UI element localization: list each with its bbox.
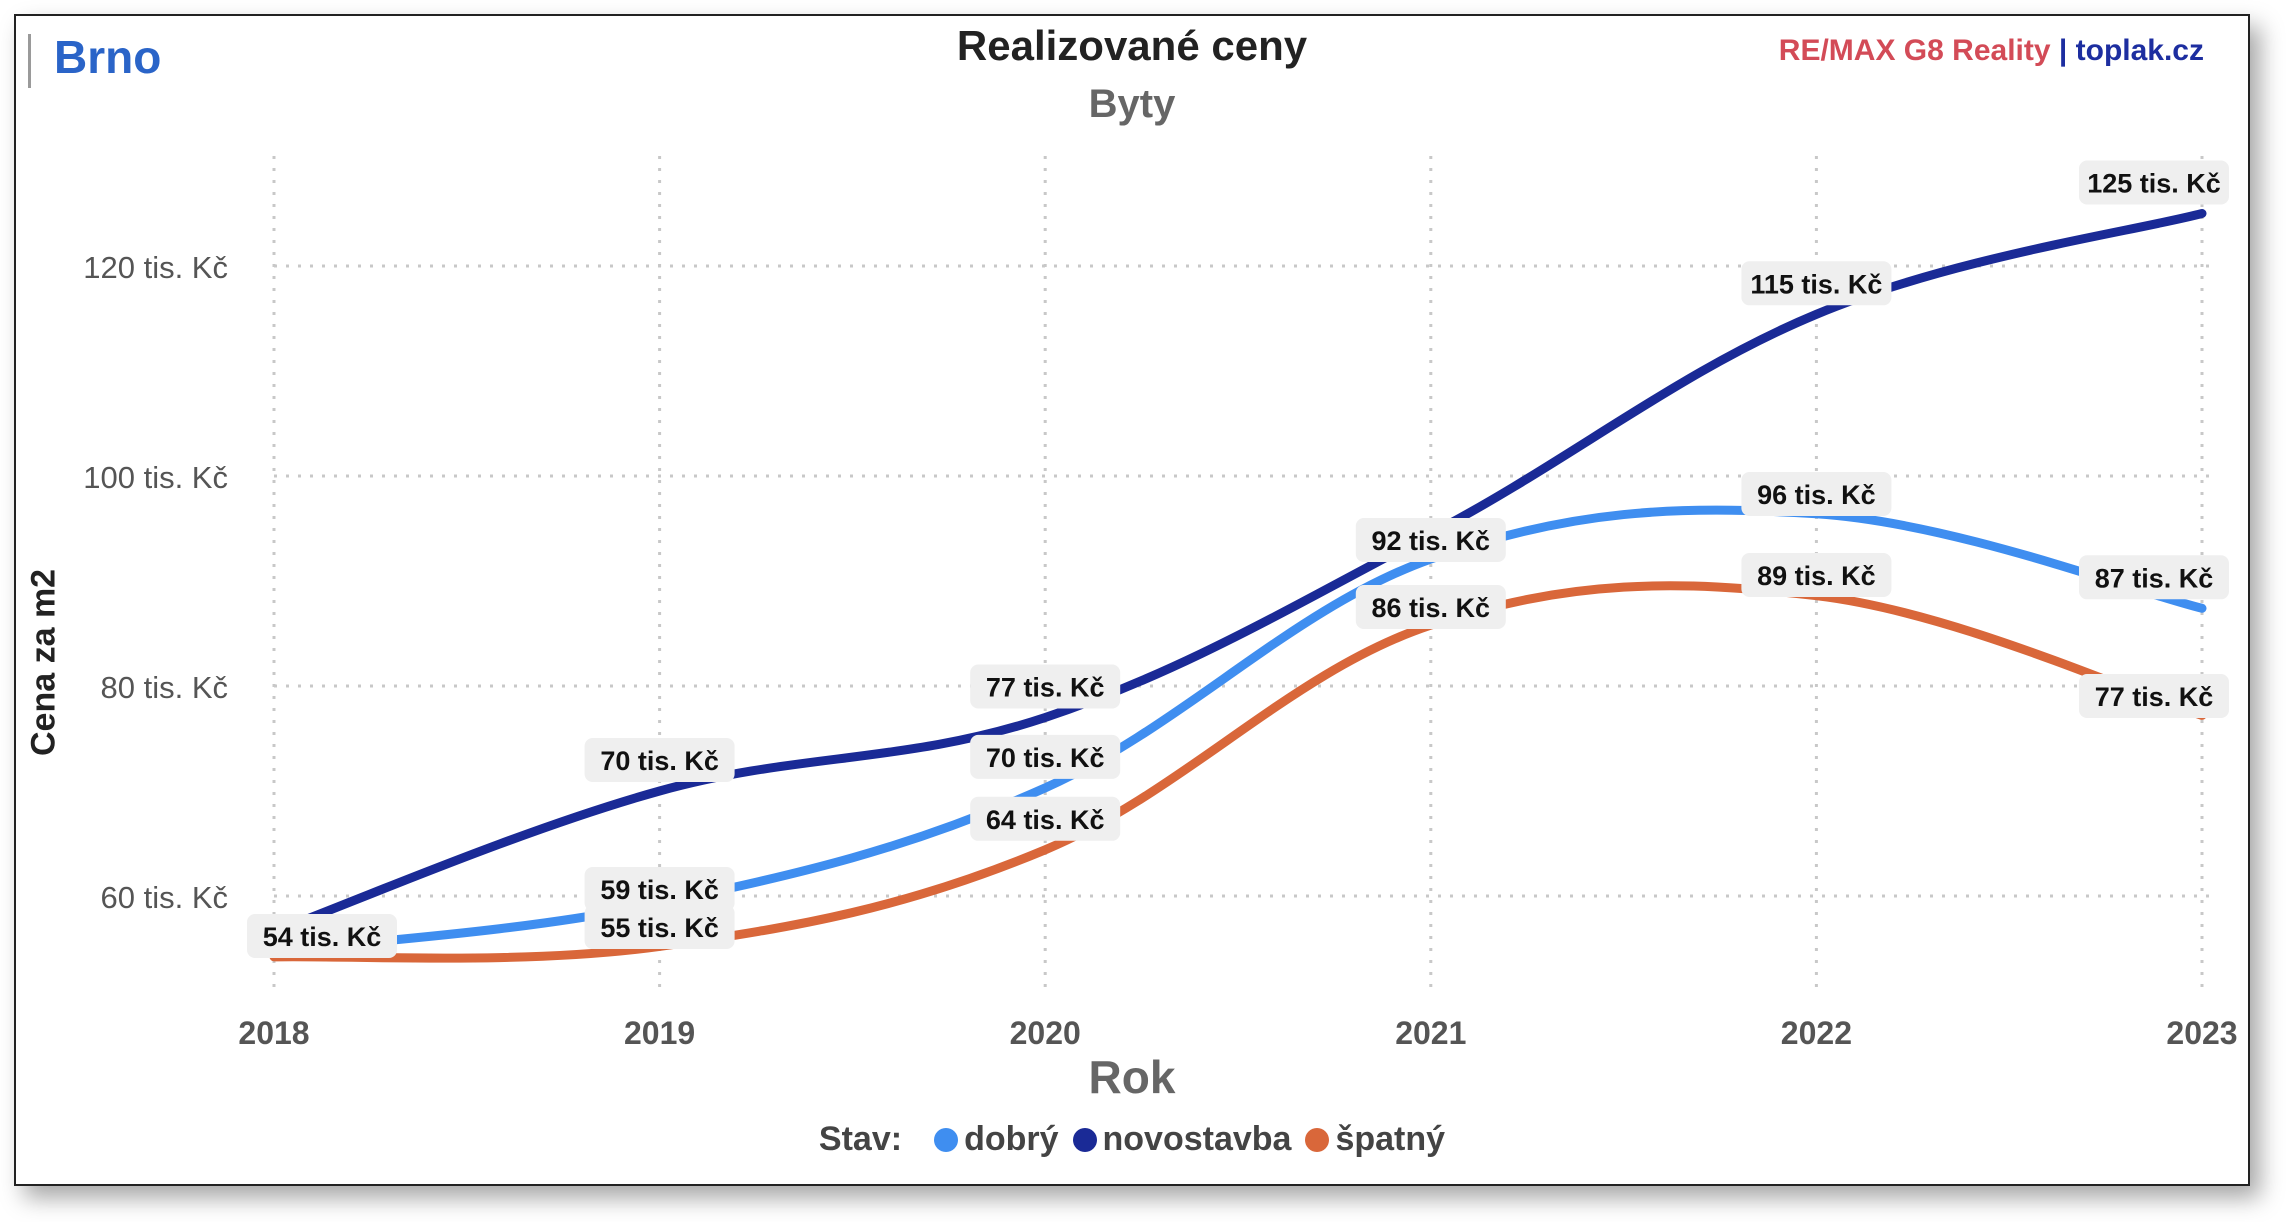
data-label-bg xyxy=(970,664,1121,709)
data-label-bg xyxy=(970,734,1121,779)
legend-label-spatny: špatný xyxy=(1335,1120,1446,1158)
data-label-bg xyxy=(2079,674,2229,718)
data-label-bg xyxy=(1741,472,1892,516)
x-tick-label: 2023 xyxy=(2166,1015,2237,1051)
data-label: 54 tis. Kč xyxy=(263,922,382,952)
data-label-bg xyxy=(1355,585,1506,629)
x-tick-label: 2022 xyxy=(1781,1015,1852,1051)
data-label: 125 tis. Kč xyxy=(2087,169,2221,199)
credit: RE/MAX G8 Reality | toplak.cz xyxy=(1779,34,2204,68)
x-tick-label: 2019 xyxy=(624,1015,695,1051)
legend-marker-spatny xyxy=(1305,1127,1330,1152)
data-label: 86 tis. Kč xyxy=(1372,593,1491,623)
data-label: 77 tis. Kč xyxy=(2095,682,2214,712)
legend-item-dobry[interactable]: dobrý xyxy=(934,1120,1059,1159)
data-label: 77 tis. Kč xyxy=(986,673,1105,703)
y-axis-label: Cena za m2 xyxy=(24,568,63,756)
data-label: 55 tis. Kč xyxy=(600,913,719,943)
data-label-bg xyxy=(2079,160,2229,205)
y-tick-label: 60 tis. Kč xyxy=(101,880,229,915)
data-label: 89 tis. Kč xyxy=(1757,561,1876,591)
data-label-bg xyxy=(1741,553,1892,597)
legend-label-novostavba: novostavba xyxy=(1102,1120,1292,1158)
y-tick-label: 80 tis. Kč xyxy=(101,670,229,705)
y-tick-label: 120 tis. Kč xyxy=(83,250,228,285)
data-label-bg xyxy=(584,738,735,782)
credit-brand: RE/MAX G8 Reality xyxy=(1778,34,2051,67)
data-label-bg xyxy=(970,796,1121,841)
series-line-novostavba xyxy=(269,209,2207,937)
x-tick-label: 2018 xyxy=(238,1015,309,1051)
legend: Stav: dobrý novostavba špatný xyxy=(16,1120,2248,1159)
chart-subtitle: Byty xyxy=(1088,82,1176,126)
legend-title: Stav: xyxy=(818,1120,903,1158)
data-label-bg xyxy=(1355,518,1506,562)
data-label: 70 tis. Kč xyxy=(600,746,719,776)
data-label: 92 tis. Kč xyxy=(1372,526,1491,556)
data-label: 64 tis. Kč xyxy=(986,805,1105,835)
y-tick-label: 100 tis. Kč xyxy=(83,460,228,495)
legend-label-dobry: dobrý xyxy=(964,1120,1059,1158)
legend-marker-dobry xyxy=(934,1127,959,1152)
data-label-bg xyxy=(584,867,735,911)
data-label: 96 tis. Kč xyxy=(1757,480,1876,510)
chart-card: 60 tis. Kč 80 tis. Kč 100 tis. Kč 120 tis. … xyxy=(14,14,2250,1186)
series-line-spatny xyxy=(269,581,2207,963)
data-label: 59 tis. Kč xyxy=(600,875,719,905)
data-label-bg xyxy=(1741,261,1892,306)
chart-title: Realizované ceny xyxy=(956,22,1308,69)
data-label-bg xyxy=(2079,555,2229,600)
data-label: 115 tis. Kč xyxy=(1750,269,1882,299)
legend-marker-novostavba xyxy=(1072,1127,1097,1152)
credit-separator: | xyxy=(2050,34,2076,67)
city-label: Brno xyxy=(54,31,162,83)
data-label: 87 tis. Kč xyxy=(2095,563,2214,593)
data-label-bg xyxy=(247,914,397,958)
legend-item-spatny[interactable]: špatný xyxy=(1305,1120,1445,1159)
x-tick-label: 2021 xyxy=(1395,1015,1466,1051)
data-label: 70 tis. Kč xyxy=(986,743,1105,773)
credit-site: toplak.cz xyxy=(2075,34,2204,67)
line-chart: 60 tis. Kč 80 tis. Kč 100 tis. Kč 120 tis. … xyxy=(83,156,2238,1051)
brand-bar xyxy=(28,34,31,88)
legend-item-novostavba[interactable]: novostavba xyxy=(1072,1120,1292,1159)
data-label-bg xyxy=(584,905,735,949)
x-axis-label: Rok xyxy=(1088,1051,1176,1103)
x-tick-label: 2020 xyxy=(1010,1015,1081,1051)
